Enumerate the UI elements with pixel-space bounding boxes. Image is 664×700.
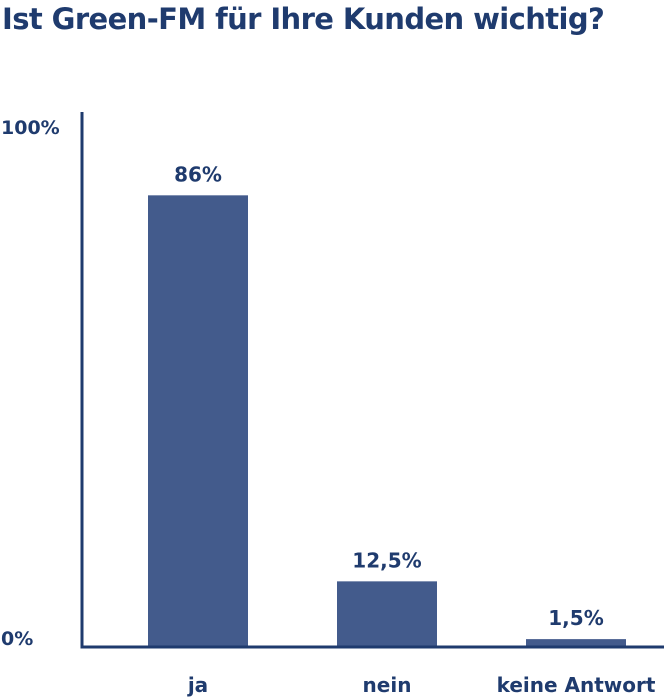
value-labels-group: 86% 12,5% 1,5% bbox=[174, 162, 604, 630]
bars-group bbox=[148, 195, 626, 647]
x-tick-label-3: keine Antwort bbox=[497, 673, 656, 697]
bar-1 bbox=[148, 195, 248, 647]
bar-value-label-3: 1,5% bbox=[548, 606, 603, 630]
y-tick-label-2: 100% bbox=[1, 117, 60, 139]
bar-value-label-1: 86% bbox=[174, 162, 222, 186]
x-tick-label-1: ja bbox=[187, 673, 208, 697]
y-tick-labels-group: 0% 100% bbox=[1, 117, 60, 650]
axes-group bbox=[80, 112, 664, 649]
chart-title: Ist Green-FM für Ihre Kunden wichtig? bbox=[2, 2, 605, 36]
category-labels-group: ja nein keine Antwort bbox=[187, 673, 656, 697]
bar-value-label-2: 12,5% bbox=[352, 548, 421, 572]
bar-3 bbox=[526, 639, 626, 647]
x-tick-label-2: nein bbox=[363, 673, 412, 697]
y-tick-label-1: 0% bbox=[1, 628, 33, 650]
bar-2 bbox=[337, 581, 437, 647]
